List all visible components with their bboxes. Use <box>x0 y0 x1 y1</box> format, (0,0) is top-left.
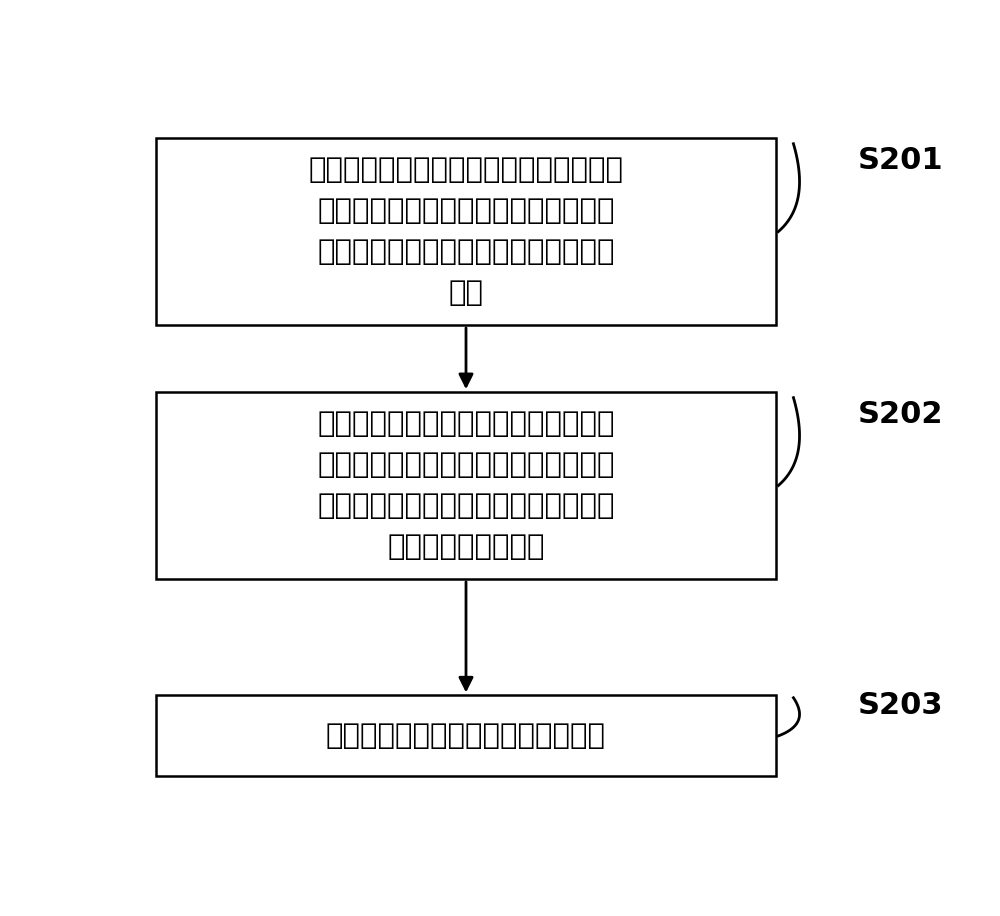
Text: S203: S203 <box>857 691 943 720</box>
FancyBboxPatch shape <box>156 392 776 579</box>
Text: S202: S202 <box>857 400 943 429</box>
FancyBboxPatch shape <box>156 138 776 325</box>
Text: S201: S201 <box>857 146 943 175</box>
Text: 接收中控设备发送的远程控制消息，远
程控制消息中包括模拟驾驶操作指令，
驾驶操作指令用于模拟控制人员对模拟
驾驶座舱的驾驶操作: 接收中控设备发送的远程控制消息，远 程控制消息中包括模拟驾驶操作指令， 驾驶操作… <box>317 409 615 562</box>
Text: 根据模拟驾驶操作指令控制车辆运行: 根据模拟驾驶操作指令控制车辆运行 <box>326 722 606 750</box>
FancyBboxPatch shape <box>156 695 776 777</box>
Text: 当车辆的状态信息满足预设条件时，向中
控设备发送远程控制请求消息，该远程
控制请求消息用于请求对车辆进行远程
控制: 当车辆的状态信息满足预设条件时，向中 控设备发送远程控制请求消息，该远程 控制请… <box>308 156 624 308</box>
